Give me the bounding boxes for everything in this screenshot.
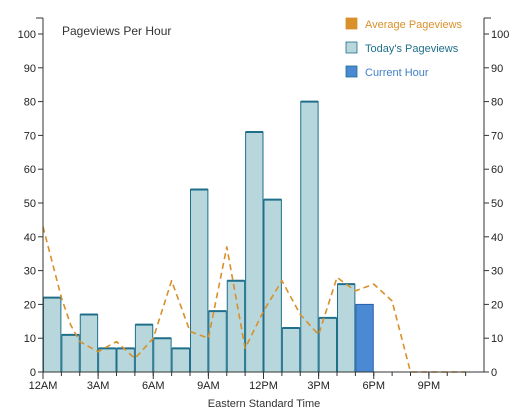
- bar-hour-7: [171, 347, 190, 373]
- x-tick-label-12AM: 12AM: [29, 380, 58, 392]
- bar-current-hour: [355, 303, 374, 373]
- legend-swatch-average-pageviews: [345, 17, 358, 30]
- y-tick-label-right-30: 30: [491, 266, 503, 278]
- y-tick-label-right-10: 10: [491, 333, 503, 345]
- x-tick-label-9PM: 9PM: [418, 380, 441, 392]
- legend-swatch-today-s-pageviews: [345, 41, 358, 54]
- legend-label-average-pageviews: Average Pageviews: [365, 19, 463, 31]
- x-tick-label-3PM: 3PM: [307, 380, 330, 392]
- x-tick-label-9AM: 9AM: [197, 380, 220, 392]
- x-tick-label-6PM: 6PM: [362, 380, 385, 392]
- y-tick-label-right-0: 0: [491, 367, 497, 379]
- chart-title: Pageviews Per Hour: [62, 24, 171, 38]
- y-tick-label-left-30: 30: [24, 266, 36, 278]
- y-tick-label-left-80: 80: [24, 97, 36, 109]
- x-axis-label: Eastern Standard Time: [208, 398, 321, 410]
- x-tick-label-6AM: 6AM: [142, 380, 165, 392]
- bar-hour-15: [318, 317, 337, 373]
- y-tick-label-left-20: 20: [24, 299, 36, 311]
- y-tick-label-left-90: 90: [24, 63, 36, 75]
- y-tick-label-left-50: 50: [24, 198, 36, 210]
- y-tick-label-left-10: 10: [24, 333, 36, 345]
- legend-label-today-s-pageviews: Today's Pageviews: [365, 43, 459, 55]
- y-tick-label-left-70: 70: [24, 130, 36, 142]
- y-tick-label-right-40: 40: [491, 232, 503, 244]
- bar-hour-12: [263, 199, 282, 373]
- y-tick-label-right-70: 70: [491, 130, 503, 142]
- bar-hour-16: [337, 283, 356, 373]
- bar-hour-6: [153, 337, 172, 373]
- bar-hour-8: [190, 188, 209, 373]
- bar-hour-13: [281, 327, 301, 373]
- legend: Average Pageviews Today's Pageviews Curren…: [345, 17, 463, 79]
- average-pageviews-line: [42, 226, 466, 373]
- y-tick-label-left-100: 100: [18, 29, 36, 41]
- bar-hour-9: [208, 310, 227, 373]
- x-tick-label-12PM: 12PM: [249, 380, 278, 392]
- axes-layer: 0 0 10 10 20 20 30 30 40 40 50 50 60 60 70 70 80 80 90 90 10…: [18, 17, 509, 392]
- y-tick-label-right-60: 60: [491, 164, 503, 176]
- bar-hour-0: [43, 297, 62, 373]
- bar-hour-1: [61, 334, 80, 373]
- bar-hour-4: [116, 347, 135, 373]
- bar-hour-3: [98, 347, 117, 373]
- y-tick-label-left-40: 40: [24, 232, 36, 244]
- y-tick-label-right-90: 90: [491, 63, 503, 75]
- x-tick-label-3AM: 3AM: [87, 380, 110, 392]
- y-tick-label-left-60: 60: [24, 164, 36, 176]
- bar-hour-11: [245, 131, 264, 373]
- bars-layer: [43, 100, 374, 373]
- y-tick-label-right-50: 50: [491, 198, 503, 210]
- average-line-layer: [42, 226, 466, 373]
- legend-label-current-hour: Current Hour: [365, 67, 429, 79]
- y-tick-label-right-80: 80: [491, 97, 503, 109]
- y-tick-label-left-0: 0: [30, 367, 36, 379]
- y-tick-label-right-20: 20: [491, 299, 503, 311]
- legend-swatch-current-hour: [345, 65, 358, 78]
- y-tick-label-right-100: 100: [491, 29, 509, 41]
